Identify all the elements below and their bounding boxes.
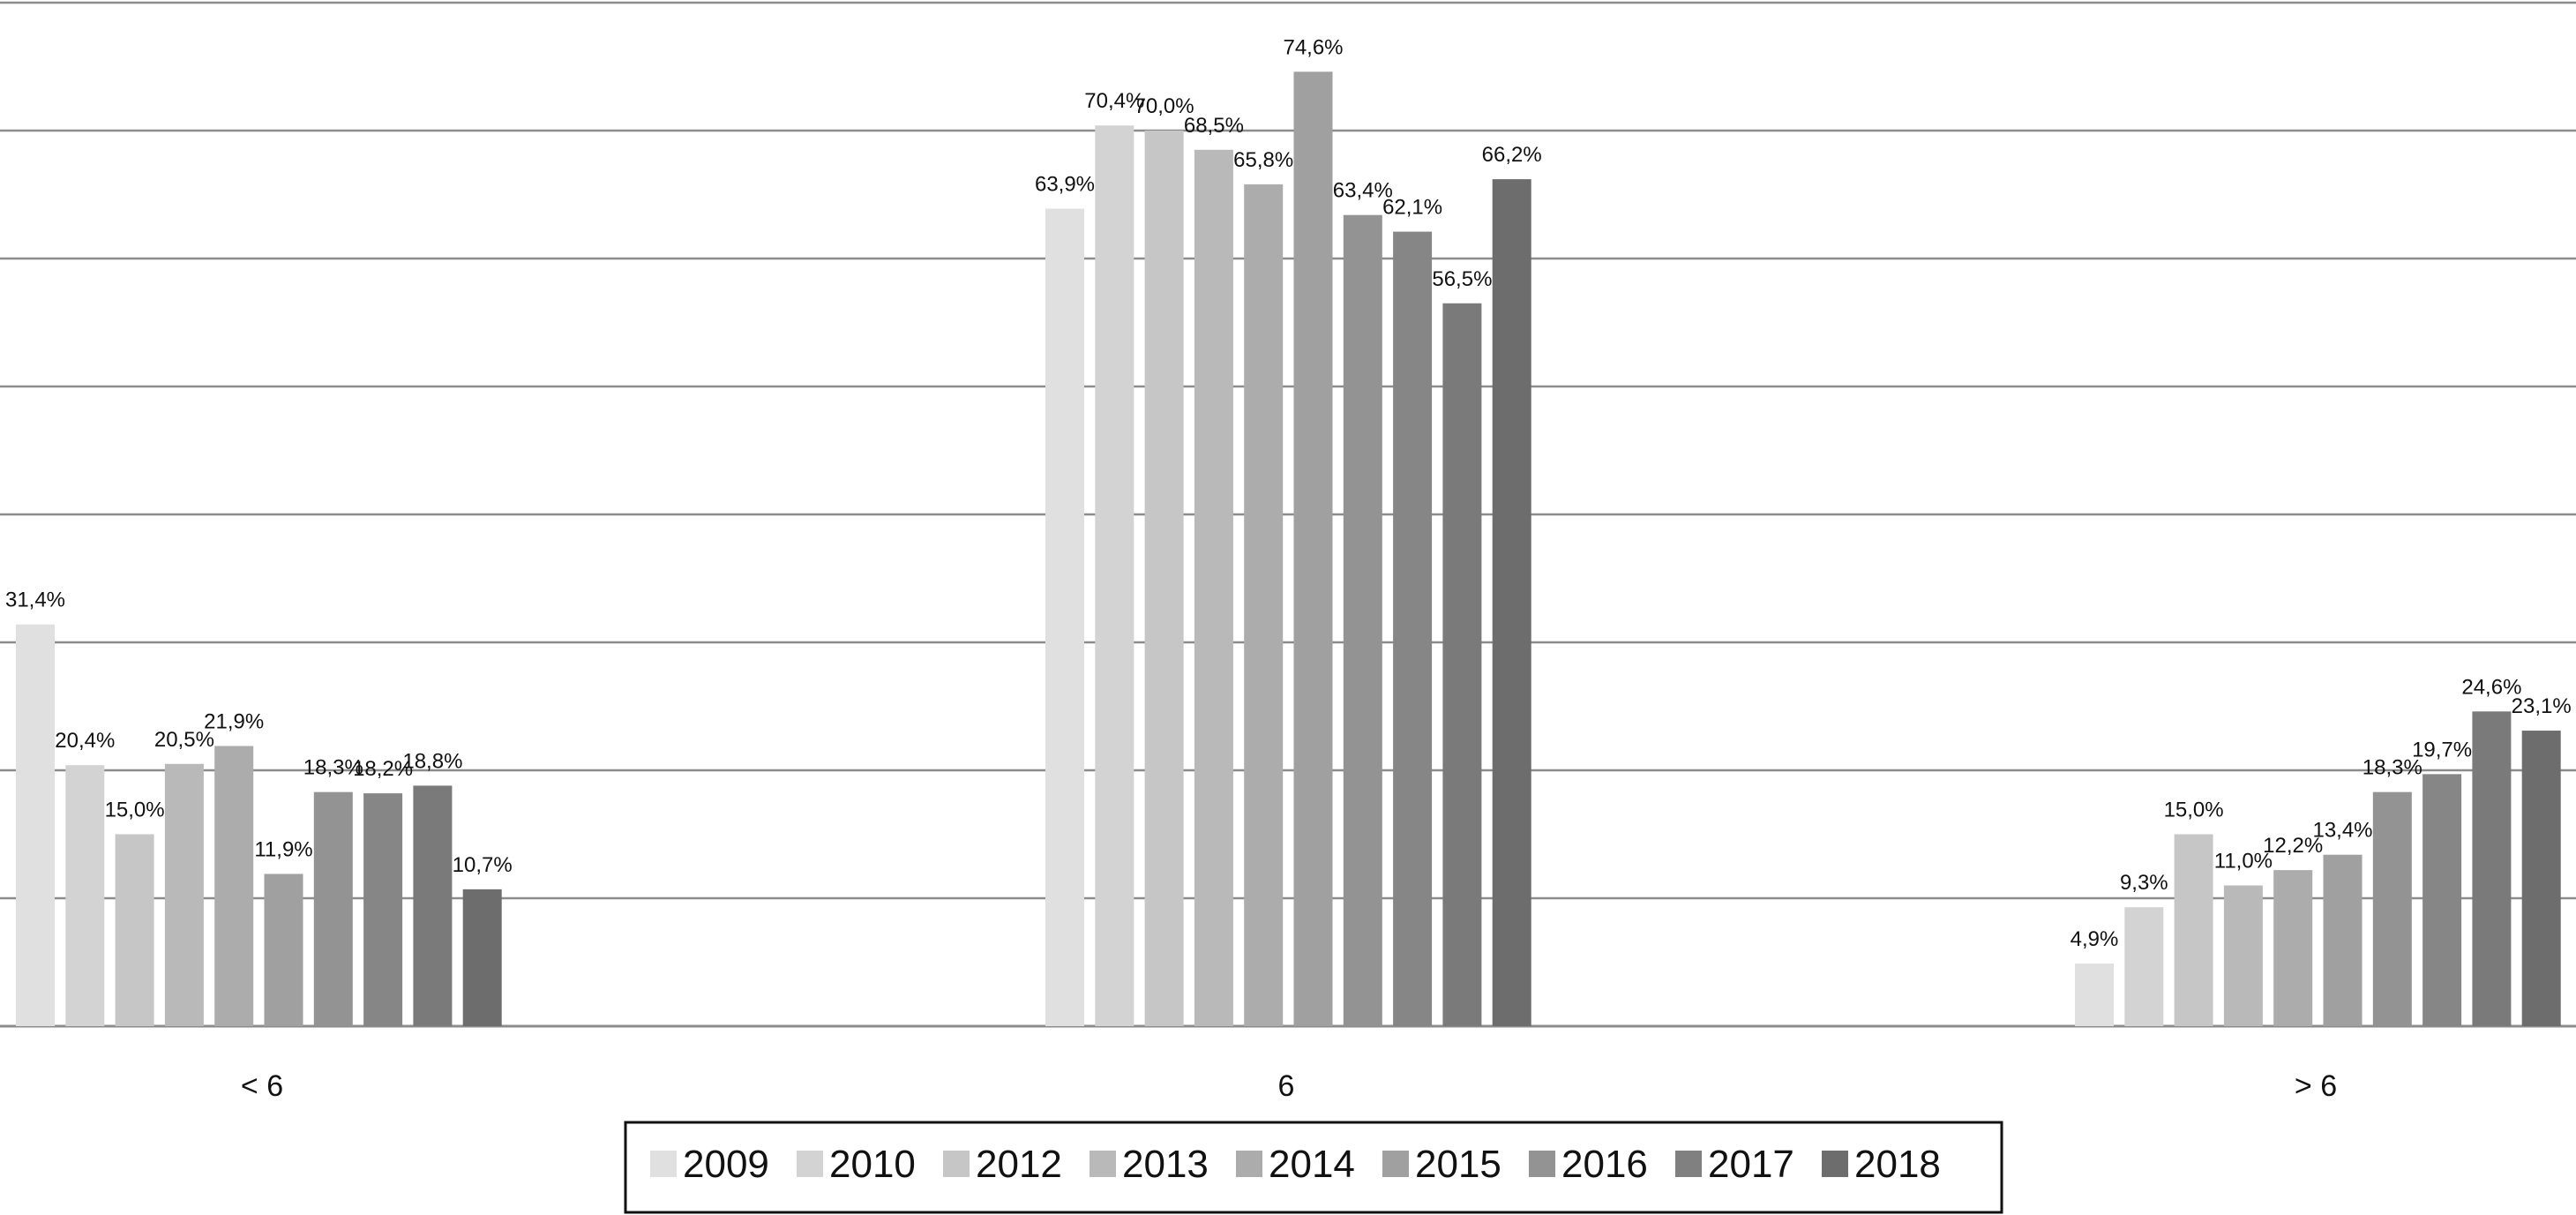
bar bbox=[16, 624, 55, 1026]
data-label: 24,6% bbox=[2461, 675, 2521, 699]
bar bbox=[2174, 834, 2213, 1026]
data-label: 15,0% bbox=[2164, 799, 2224, 822]
bar bbox=[1194, 149, 1233, 1026]
legend-label: 2009 bbox=[683, 1143, 769, 1186]
data-label: 13,4% bbox=[2312, 819, 2372, 843]
data-label: 68,5% bbox=[1184, 114, 1244, 138]
data-label: 18,2% bbox=[353, 757, 413, 781]
bar bbox=[264, 874, 303, 1026]
data-label: 65,8% bbox=[1233, 148, 1293, 172]
legend-swatch bbox=[1529, 1151, 1555, 1177]
data-label: 20,5% bbox=[154, 728, 214, 752]
bar bbox=[115, 834, 154, 1026]
data-label: 20,4% bbox=[55, 729, 115, 753]
legend-label: 2010 bbox=[829, 1143, 916, 1186]
legend-label: 2013 bbox=[1122, 1143, 1209, 1186]
bar bbox=[1144, 131, 1184, 1026]
legend-label: 2012 bbox=[976, 1143, 1062, 1186]
bar bbox=[363, 793, 403, 1026]
bar bbox=[1492, 179, 1531, 1027]
category-labels: < 6 6 > 6 bbox=[241, 1069, 2337, 1103]
category-label: > 6 bbox=[2295, 1069, 2337, 1103]
category-label: < 6 bbox=[241, 1069, 283, 1103]
legend-swatch bbox=[1090, 1151, 1116, 1177]
legend-swatch bbox=[943, 1151, 970, 1177]
bar bbox=[1393, 231, 1433, 1026]
bar bbox=[2521, 731, 2561, 1026]
data-label: 63,9% bbox=[1035, 172, 1095, 196]
bar bbox=[65, 765, 105, 1026]
data-label: 18,3% bbox=[303, 756, 363, 780]
bar bbox=[1244, 184, 1284, 1026]
data-label: 23,1% bbox=[2512, 694, 2572, 718]
data-label: 31,4% bbox=[5, 589, 65, 612]
bar bbox=[164, 763, 204, 1026]
data-label: 18,8% bbox=[402, 749, 462, 773]
data-label: 19,7% bbox=[2412, 738, 2472, 761]
data-label: 70,4% bbox=[1084, 89, 1144, 113]
bar bbox=[1442, 303, 1482, 1026]
legend-label: 2017 bbox=[1708, 1143, 1794, 1186]
legend-swatch bbox=[1382, 1151, 1409, 1177]
data-label: 18,3% bbox=[2363, 756, 2422, 780]
bar bbox=[2372, 791, 2412, 1026]
bar bbox=[1293, 71, 1333, 1026]
legend-box bbox=[624, 1121, 2003, 1214]
bar bbox=[2223, 885, 2263, 1026]
data-label: 4,9% bbox=[2071, 927, 2119, 951]
data-label: 56,5% bbox=[1432, 267, 1492, 291]
bar bbox=[413, 785, 453, 1026]
data-label: 74,6% bbox=[1283, 35, 1343, 59]
bar bbox=[214, 746, 254, 1026]
legend-label: 2016 bbox=[1561, 1143, 1648, 1186]
data-labels: 31,4% 63,9% 4,9% 20,4% 70,4% 9,3% 15,0% 70,0% 15… bbox=[5, 35, 2572, 951]
data-label: 21,9% bbox=[204, 709, 264, 733]
legend: 2009 2010 2012 2013 2014 2015 2016 2017 2018 bbox=[624, 1121, 2003, 1214]
legend-label: 2018 bbox=[1854, 1143, 1941, 1186]
bar bbox=[1095, 125, 1134, 1026]
bar bbox=[1045, 208, 1084, 1026]
bar bbox=[462, 889, 502, 1026]
data-label: 12,2% bbox=[2263, 834, 2323, 858]
data-label: 10,7% bbox=[453, 853, 513, 877]
data-label: 11,0% bbox=[2214, 850, 2273, 874]
data-label: 9,3% bbox=[2120, 871, 2168, 895]
bar bbox=[2323, 854, 2363, 1026]
data-label: 70,0% bbox=[1134, 94, 1194, 118]
data-label: 66,2% bbox=[1482, 143, 1542, 167]
data-label: 63,4% bbox=[1333, 179, 1393, 203]
legend-swatch bbox=[650, 1151, 677, 1177]
bar bbox=[2472, 711, 2512, 1026]
bars bbox=[16, 71, 2561, 1027]
data-label: 11,9% bbox=[254, 837, 312, 861]
bar bbox=[313, 791, 353, 1026]
legend-label: 2014 bbox=[1269, 1143, 1355, 1186]
legend-swatch bbox=[797, 1151, 823, 1177]
data-label: 62,1% bbox=[1382, 196, 1442, 220]
legend-swatch bbox=[1675, 1151, 1702, 1177]
legend-swatch bbox=[1236, 1151, 1262, 1177]
data-label: 15,0% bbox=[105, 799, 165, 822]
bar bbox=[2422, 774, 2462, 1026]
legend-swatch bbox=[1822, 1151, 1848, 1177]
category-label: 6 bbox=[1278, 1069, 1295, 1103]
bar bbox=[1343, 214, 1382, 1026]
bar bbox=[2075, 963, 2114, 1026]
legend-label: 2015 bbox=[1415, 1143, 1501, 1186]
bar bbox=[2273, 870, 2313, 1026]
bar bbox=[2124, 907, 2164, 1026]
